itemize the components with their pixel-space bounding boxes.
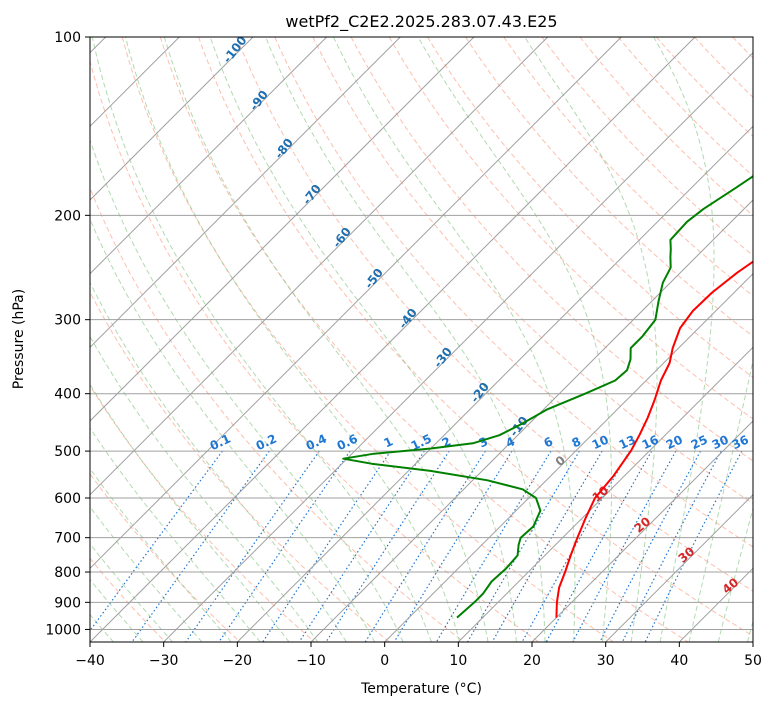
isotherm — [90, 37, 328, 275]
mixing-ratio-line — [218, 450, 351, 642]
mixing-ratio-line — [90, 450, 223, 632]
dry-adiabat — [503, 37, 753, 297]
chart-title: wetPf2_C2E2.2025.283.07.43.E25 — [285, 12, 557, 32]
profile-series — [342, 175, 753, 619]
mixing-ratio-label: 25 — [689, 433, 710, 453]
plot-frame — [89, 36, 754, 643]
moist-adiabat — [90, 467, 232, 642]
mixing-ratio-label: 20 — [664, 433, 685, 453]
moist-adiabat — [653, 37, 715, 642]
y-tick-label: 200 — [54, 208, 81, 224]
moist-adiabat — [163, 37, 489, 642]
dry-adiabat — [274, 37, 753, 548]
dry-adiabat — [121, 37, 614, 642]
isotherm — [310, 199, 753, 642]
y-tick-label: 600 — [54, 491, 81, 507]
moist-adiabat — [90, 217, 376, 642]
moist-adiabat — [524, 37, 658, 642]
temperature-profile — [555, 260, 753, 618]
isotherm — [236, 125, 753, 642]
x-tick-label: 30 — [597, 653, 615, 669]
isotherm — [457, 346, 753, 642]
x-tick-label: 0 — [380, 653, 389, 669]
y-tick-label: 900 — [54, 595, 81, 611]
isotherm — [752, 641, 753, 642]
mixing-ratio-line — [572, 450, 677, 642]
moist-adiabat — [90, 138, 404, 642]
moist-adiabat — [125, 37, 461, 642]
x-tick-label: −20 — [223, 653, 253, 669]
isotherm — [531, 420, 753, 642]
mixing-ratio-line — [185, 450, 320, 642]
moist-adiabat — [265, 37, 546, 642]
plot-background — [90, 37, 753, 642]
isotherm — [605, 493, 753, 642]
dry-adiabat — [90, 186, 465, 642]
mixing-ratio-label: 16 — [640, 433, 661, 453]
dry-adiabat — [388, 37, 753, 420]
moist-adiabat — [332, 37, 576, 642]
mixing-ratio-line — [262, 450, 392, 642]
isotherm — [90, 37, 475, 422]
y-tick-label: 1000 — [45, 622, 81, 638]
mixing-ratio-label: 10 — [590, 433, 611, 453]
isotherm — [90, 37, 622, 570]
x-tick-label: −10 — [296, 653, 326, 669]
moist-adiabat — [90, 335, 319, 642]
moist-adiabat — [90, 281, 347, 642]
isotherm — [90, 37, 401, 349]
mixing-ratio-line — [298, 450, 425, 642]
y-tick-label: 500 — [54, 444, 81, 460]
y-tick-label: 400 — [54, 387, 81, 403]
mixing-ratio-label: 30 — [710, 433, 731, 453]
isotherm — [384, 272, 753, 642]
dry-adiabat — [90, 291, 390, 642]
moist-adiabat — [209, 37, 517, 642]
moist-adiabat — [688, 358, 753, 642]
y-tick-label: 800 — [54, 565, 81, 581]
isotherm — [90, 37, 549, 496]
x-axis: −40 −30 −20 −10 0 10 20 30 40 50 — [75, 642, 762, 669]
y-tick-label: 700 — [54, 531, 81, 547]
x-tick-label: 10 — [449, 653, 467, 669]
dry-adiabat — [350, 37, 753, 462]
y-tick-label: 100 — [54, 30, 81, 46]
mixing-ratio-line — [491, 450, 603, 642]
isotherm — [90, 37, 696, 642]
x-tick-label: 40 — [670, 653, 688, 669]
x-axis-label: Temperature (°C) — [360, 681, 482, 697]
moist-adiabat — [717, 506, 753, 642]
dewpoint-profile — [342, 175, 753, 619]
isotherm — [90, 37, 254, 201]
y-axis: 100 200 300 400 500 600 700 800 900 1000 — [45, 30, 90, 638]
dry-adiabat — [465, 37, 753, 338]
x-tick-label: 20 — [523, 653, 541, 669]
x-tick-label: −40 — [75, 653, 105, 669]
mixing-ratio-line — [621, 450, 722, 642]
mixing-ratio-line — [644, 450, 743, 642]
y-tick-label: 300 — [54, 313, 81, 329]
moist-adiabat — [90, 427, 261, 642]
y-axis-label: Pressure (hPa) — [11, 289, 27, 389]
moist-adiabat — [90, 383, 290, 642]
dry-adiabat — [312, 37, 753, 505]
mixing-ratio-label: 36 — [730, 433, 751, 453]
dry-adiabat — [426, 37, 753, 379]
moist-adiabat — [91, 37, 432, 642]
dry-adiabat — [771, 37, 775, 642]
mixing-ratio-line — [521, 450, 631, 642]
grid-lines — [90, 37, 753, 642]
isotherm — [163, 51, 753, 642]
x-tick-label: 50 — [744, 653, 762, 669]
moist-adiabat — [417, 37, 612, 642]
dry-adiabat — [90, 472, 241, 642]
x-tick-label: −30 — [149, 653, 179, 669]
dry-adiabat — [90, 59, 540, 642]
mixing-ratio-line — [545, 450, 653, 642]
mixing-ratio-line — [599, 450, 702, 642]
